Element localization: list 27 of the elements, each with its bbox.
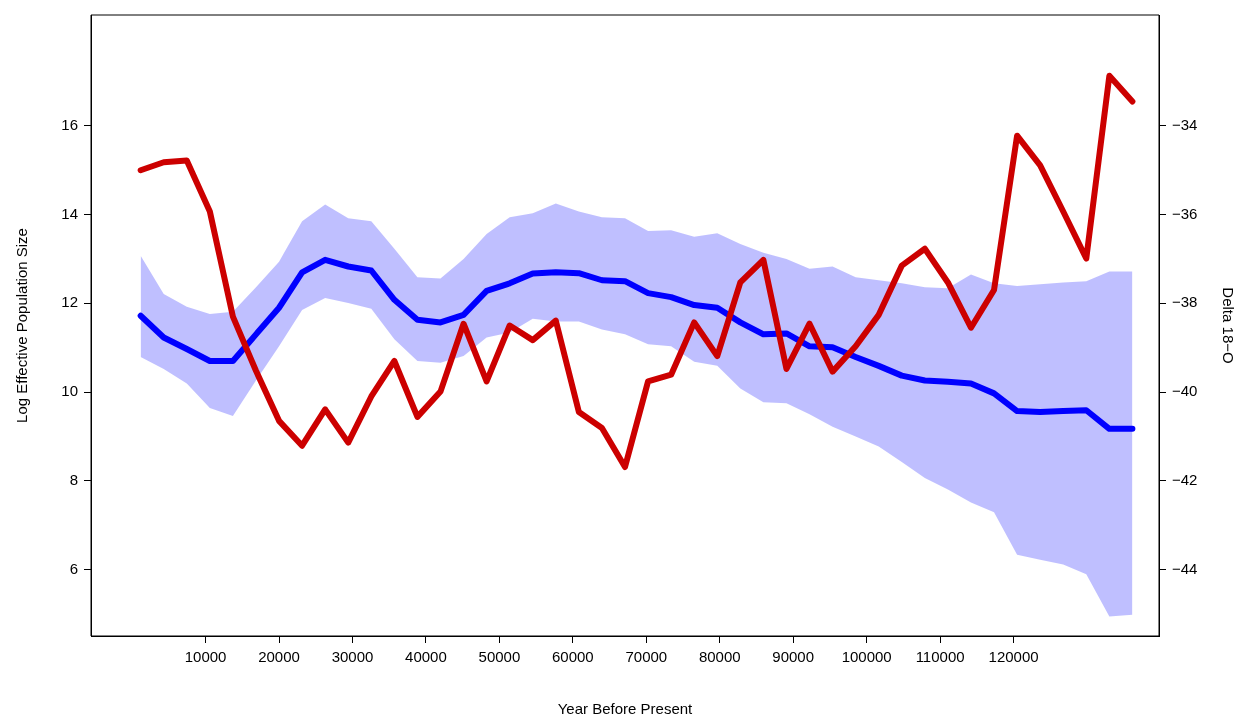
x-tick-label: 60000	[551, 648, 594, 666]
x-tick-label: 80000	[698, 648, 741, 666]
y2-axis-title: Delta 18−O	[1219, 287, 1237, 364]
x-tick-label: 50000	[478, 648, 521, 666]
y2-tick-label: −40	[1172, 382, 1198, 400]
y-tick-label: 8	[69, 470, 78, 488]
x-tick-label: 20000	[258, 648, 300, 666]
x-axis-title: Year Before Present	[557, 700, 694, 718]
x-tick-label: 120000	[988, 648, 1039, 666]
x-tick-label: 30000	[331, 648, 374, 666]
y-tick-label: 6	[69, 559, 78, 577]
y-tick-label: 14	[61, 204, 78, 222]
y2-tick-label: −42	[1172, 470, 1198, 488]
y-tick-label: 12	[61, 293, 78, 311]
x-tick-label: 110000	[915, 648, 965, 666]
y-tick-label: 10	[61, 382, 78, 400]
y2-tick-label: −34	[1172, 116, 1198, 134]
x-tick-label: 10000	[184, 648, 227, 666]
y2-tick-label: −44	[1172, 559, 1198, 577]
x-tick-label: 40000	[405, 648, 447, 666]
x-tick-label: 90000	[772, 648, 815, 666]
x-tick-label: 70000	[625, 648, 668, 666]
y2-tick-label: −36	[1172, 204, 1198, 222]
y-axis-title: Log Effective Population Size	[13, 228, 31, 423]
y-tick-label: 16	[61, 116, 78, 134]
x-tick-label: 100000	[841, 648, 892, 666]
y2-tick-label: −38	[1172, 293, 1198, 311]
